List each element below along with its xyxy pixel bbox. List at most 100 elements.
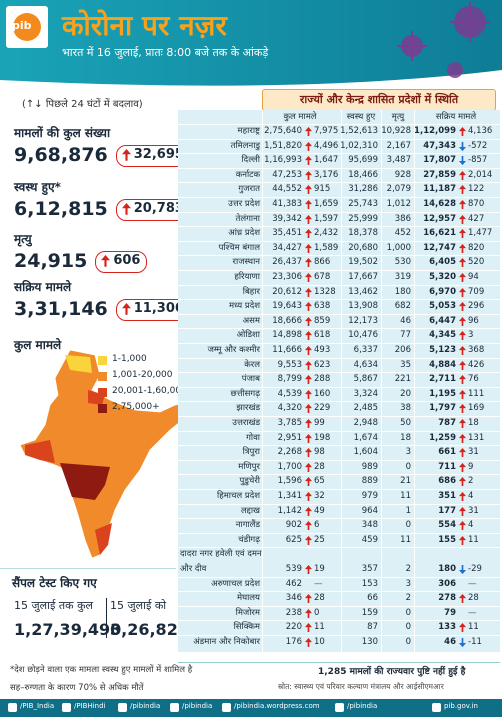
- up-arrow: [459, 331, 466, 341]
- active: 6,447: [429, 315, 456, 326]
- cases: 2,268: [277, 447, 302, 458]
- cases-change: 98: [314, 447, 325, 458]
- cases: 44,552: [272, 184, 302, 195]
- state-name: गोवा: [246, 432, 260, 443]
- summary-value: 9,68,876: [14, 144, 108, 166]
- active: 711: [438, 461, 456, 472]
- deaths: 50: [400, 418, 411, 428]
- row-rule: [178, 270, 500, 271]
- active-change: 4,136: [468, 126, 493, 136]
- cases-change: 3,176: [314, 169, 339, 180]
- row-rule: [178, 211, 500, 213]
- up-arrow: [305, 229, 312, 239]
- divider: [178, 662, 500, 663]
- recovered: 5,867: [353, 374, 378, 385]
- state-name: लद्दाख: [240, 505, 260, 516]
- up-arrow: [121, 303, 131, 315]
- cases: 346: [285, 593, 302, 604]
- active: 661: [438, 447, 456, 458]
- row-rule: [178, 445, 500, 447]
- row-rule: [178, 372, 500, 374]
- cases-change: 65: [314, 476, 325, 487]
- column-header: स्वस्थ हुए: [346, 112, 376, 122]
- cases-change: 493: [314, 345, 331, 355]
- up-arrow: [459, 462, 466, 472]
- social-icon: [8, 703, 17, 712]
- up-arrow: [459, 243, 466, 253]
- active: 177: [438, 505, 456, 516]
- summary-change: 32,695: [133, 147, 184, 162]
- up-arrow: [305, 448, 312, 458]
- state-name: छत्तीसगढ़: [230, 388, 260, 399]
- up-arrow: [305, 565, 312, 575]
- cases: 39,342: [272, 213, 302, 224]
- recovered: 13,462: [348, 286, 378, 297]
- up-arrow: [305, 243, 312, 253]
- column-header: कुल मामले: [283, 112, 317, 122]
- recovered: 889: [361, 476, 378, 487]
- recovered: 6,337: [353, 345, 378, 355]
- social-icon: [170, 703, 179, 712]
- active: 6,970: [429, 286, 456, 297]
- up-arrow: [459, 185, 466, 195]
- up-arrow: [305, 419, 312, 429]
- row-rule: [178, 328, 500, 330]
- recovered: 4,634: [353, 359, 378, 370]
- recovered: 87: [367, 622, 378, 633]
- recovered: 13,908: [348, 301, 378, 312]
- row-rule: [178, 386, 500, 388]
- active-change: 2: [468, 476, 474, 487]
- row-rule: [178, 635, 500, 636]
- up-arrow: [459, 477, 466, 487]
- up-arrow: [305, 623, 312, 633]
- state-name: उत्तराखंड: [232, 418, 260, 428]
- row-rule: [178, 226, 500, 228]
- state-name: मिजोरम: [235, 607, 260, 618]
- cases-change: 4,496: [314, 140, 339, 151]
- up-arrow: [305, 521, 312, 531]
- tests-title: सैंपल टेस्ट किए गए: [12, 576, 97, 590]
- deaths: 206: [394, 345, 411, 355]
- deaths: 452: [394, 228, 411, 239]
- recovered: 18,466: [348, 169, 378, 180]
- cases: 34,427: [272, 242, 302, 253]
- state-name: हिमाचल प्रदेश: [217, 491, 260, 501]
- social-handle: /PIBHindi: [74, 702, 106, 710]
- cases-change: 10: [314, 637, 325, 647]
- active-change: 76: [468, 374, 479, 385]
- up-arrow: [305, 156, 312, 166]
- legend-label: 20,001-1,60,000: [112, 386, 187, 396]
- active-change: 11: [468, 534, 479, 545]
- state-name: असम: [242, 315, 260, 326]
- cases-change: 1,597: [314, 213, 339, 224]
- cases-change: 11: [314, 622, 325, 633]
- tests-label: 15 जुलाई तक कुल: [14, 599, 93, 612]
- deaths: 11: [400, 491, 411, 501]
- up-arrow: [305, 200, 312, 210]
- social-icon: [118, 703, 127, 712]
- state-name: महाराष्ट्र: [237, 126, 260, 136]
- row-rule: [178, 153, 500, 155]
- state-name: उत्तर प्रदेश: [228, 199, 260, 209]
- row-rule: [178, 503, 500, 505]
- state-name: पश्चिम बंगाल: [218, 242, 260, 253]
- active: 4,345: [429, 330, 456, 341]
- cases: 1,700: [277, 461, 302, 472]
- active: 2,711: [429, 374, 456, 385]
- active-change: 31: [468, 447, 479, 458]
- summary-label: मामलों की कुल संख्या: [14, 126, 111, 140]
- active-change: 9: [468, 461, 474, 472]
- cases: 23,306: [272, 272, 302, 282]
- summary-change: 11,306: [133, 301, 184, 316]
- up-arrow: [459, 170, 466, 180]
- recovered: 979: [361, 491, 378, 501]
- up-arrow: [459, 258, 466, 268]
- cases-change: 160: [314, 388, 331, 399]
- up-arrow: [459, 229, 466, 239]
- state-name: दादरा नगर हवेली एवं दमन और दीव: [180, 549, 262, 574]
- active-change: 31: [468, 505, 479, 516]
- active-change: 131: [468, 432, 485, 443]
- cases-change: 1,647: [314, 155, 339, 166]
- state-name: मेघालय: [236, 593, 260, 604]
- up-arrow: [305, 535, 312, 545]
